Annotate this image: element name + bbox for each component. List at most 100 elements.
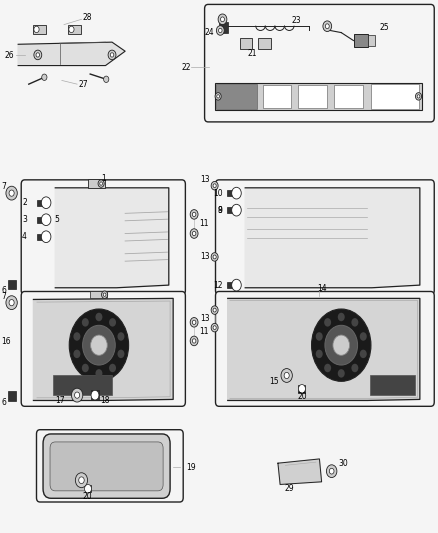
- Circle shape: [216, 26, 224, 35]
- Circle shape: [326, 465, 337, 478]
- FancyBboxPatch shape: [215, 292, 434, 406]
- Polygon shape: [278, 459, 321, 484]
- Circle shape: [85, 484, 92, 493]
- Circle shape: [79, 477, 84, 483]
- Bar: [8, 280, 15, 289]
- Text: 21: 21: [247, 50, 257, 58]
- Circle shape: [83, 325, 115, 365]
- Circle shape: [69, 309, 129, 381]
- Circle shape: [36, 53, 39, 57]
- Polygon shape: [55, 188, 169, 288]
- Circle shape: [284, 373, 289, 378]
- Text: 13: 13: [200, 253, 209, 261]
- Circle shape: [211, 181, 218, 190]
- Bar: [215, 84, 257, 109]
- Text: 27: 27: [78, 79, 88, 88]
- Circle shape: [323, 21, 332, 31]
- Circle shape: [232, 204, 241, 216]
- Circle shape: [324, 318, 331, 327]
- Bar: [334, 85, 363, 108]
- Circle shape: [42, 74, 47, 80]
- Circle shape: [298, 384, 305, 393]
- Text: 28: 28: [83, 13, 92, 22]
- Bar: [37, 216, 42, 223]
- Circle shape: [34, 26, 39, 33]
- Text: 20: 20: [297, 392, 307, 401]
- Text: 20: 20: [82, 491, 92, 500]
- Bar: [258, 38, 271, 49]
- Circle shape: [329, 469, 334, 474]
- Circle shape: [6, 186, 17, 200]
- Circle shape: [74, 332, 81, 341]
- Circle shape: [117, 332, 124, 341]
- Circle shape: [351, 318, 358, 327]
- Circle shape: [34, 50, 42, 60]
- Circle shape: [100, 182, 102, 185]
- Text: 2: 2: [22, 198, 27, 207]
- Text: 16: 16: [2, 337, 11, 346]
- FancyBboxPatch shape: [43, 434, 170, 498]
- Circle shape: [213, 326, 216, 329]
- Circle shape: [316, 332, 323, 341]
- Circle shape: [117, 350, 124, 358]
- Circle shape: [74, 350, 81, 358]
- Circle shape: [232, 279, 241, 291]
- Circle shape: [211, 253, 218, 261]
- Text: 13: 13: [200, 175, 209, 184]
- Circle shape: [91, 335, 107, 356]
- Text: 18: 18: [100, 396, 110, 405]
- Circle shape: [9, 300, 14, 306]
- Bar: [215, 83, 422, 110]
- Text: 10: 10: [213, 189, 223, 198]
- Circle shape: [82, 364, 89, 372]
- Polygon shape: [33, 298, 173, 400]
- Text: 6: 6: [2, 398, 7, 407]
- Polygon shape: [245, 188, 420, 288]
- Bar: [91, 390, 99, 400]
- Bar: [90, 291, 107, 298]
- Circle shape: [311, 309, 371, 381]
- Circle shape: [192, 231, 196, 236]
- Bar: [53, 375, 112, 395]
- Circle shape: [192, 320, 196, 325]
- Circle shape: [338, 369, 345, 377]
- Bar: [219, 22, 228, 33]
- Text: 3: 3: [22, 215, 27, 224]
- Bar: [371, 84, 419, 109]
- Circle shape: [217, 95, 219, 98]
- Text: 8: 8: [217, 206, 222, 215]
- Text: 7: 7: [2, 292, 7, 301]
- FancyBboxPatch shape: [21, 292, 185, 406]
- Bar: [37, 199, 42, 206]
- FancyBboxPatch shape: [215, 180, 434, 295]
- Text: 11: 11: [199, 220, 209, 229]
- Circle shape: [69, 26, 74, 33]
- Bar: [354, 34, 368, 47]
- Circle shape: [109, 318, 116, 327]
- Circle shape: [104, 76, 109, 83]
- Bar: [368, 35, 375, 46]
- Text: 1: 1: [101, 174, 106, 183]
- FancyBboxPatch shape: [21, 180, 185, 295]
- Circle shape: [91, 390, 99, 400]
- FancyBboxPatch shape: [36, 430, 183, 502]
- Polygon shape: [228, 298, 420, 400]
- Text: 7: 7: [2, 182, 7, 191]
- Circle shape: [416, 93, 422, 100]
- Bar: [37, 233, 42, 240]
- Circle shape: [190, 229, 198, 238]
- Circle shape: [71, 388, 83, 402]
- Bar: [33, 25, 46, 34]
- Bar: [240, 38, 252, 49]
- Text: 19: 19: [186, 463, 196, 472]
- Polygon shape: [18, 42, 125, 66]
- Circle shape: [338, 313, 345, 321]
- Bar: [227, 207, 233, 213]
- Circle shape: [351, 364, 358, 372]
- Circle shape: [95, 369, 102, 377]
- Circle shape: [98, 180, 104, 187]
- Circle shape: [95, 313, 102, 321]
- Circle shape: [213, 184, 216, 188]
- Text: 15: 15: [269, 377, 279, 386]
- Circle shape: [219, 28, 222, 33]
